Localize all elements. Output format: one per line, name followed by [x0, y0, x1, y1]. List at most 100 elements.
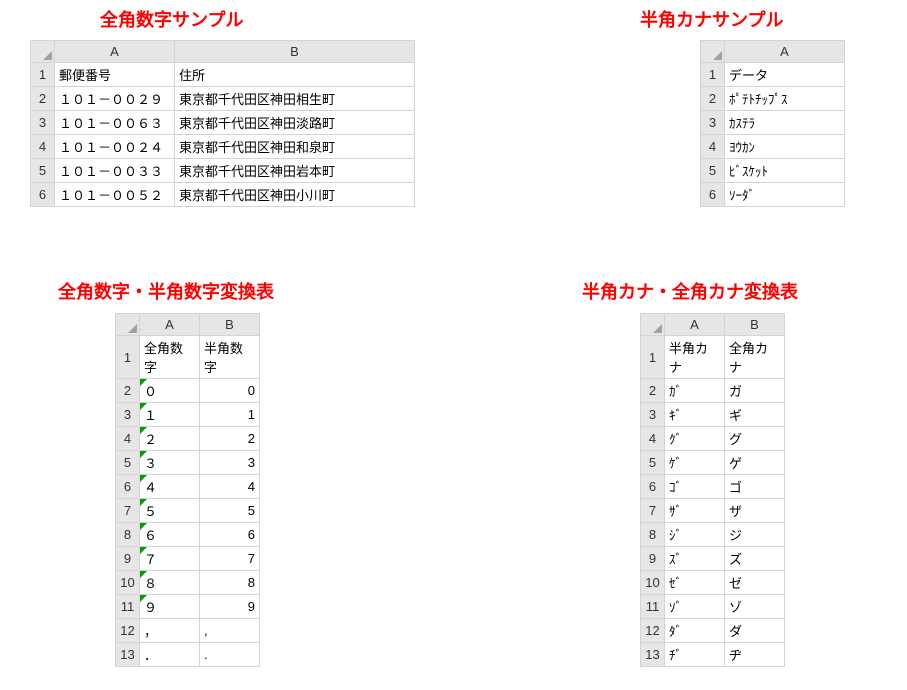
cell[interactable]: １０１－００５２ [55, 183, 175, 207]
cell[interactable]: ゴ [725, 475, 785, 499]
cell[interactable]: ﾖｳｶﾝ [725, 135, 845, 159]
row-header[interactable]: 2 [641, 379, 665, 403]
cell[interactable]: ｶｽﾃﾗ [725, 111, 845, 135]
cell[interactable]: 東京都千代田区神田岩本町 [175, 159, 415, 183]
row-header[interactable]: 1 [116, 336, 140, 379]
cell[interactable]: ザ [725, 499, 785, 523]
cell[interactable]: ３ [140, 451, 200, 475]
row-header[interactable]: 9 [116, 547, 140, 571]
cell[interactable]: ﾀﾞ [665, 619, 725, 643]
cell[interactable]: ４ [140, 475, 200, 499]
cell[interactable]: ゼ [725, 571, 785, 595]
cell[interactable]: １０１－００２４ [55, 135, 175, 159]
cell[interactable]: 1 [200, 403, 260, 427]
cell[interactable]: 8 [200, 571, 260, 595]
cell[interactable]: ０ [140, 379, 200, 403]
row-header[interactable]: 2 [116, 379, 140, 403]
cell[interactable]: ｶﾞ [665, 379, 725, 403]
row-header[interactable]: 3 [701, 111, 725, 135]
row-header[interactable]: 7 [116, 499, 140, 523]
cell[interactable]: ｼﾞ [665, 523, 725, 547]
row-header[interactable]: 12 [116, 619, 140, 643]
row-header[interactable]: 8 [641, 523, 665, 547]
cell[interactable]: ヂ [725, 643, 785, 667]
cell[interactable]: 東京都千代田区神田小川町 [175, 183, 415, 207]
select-all-corner[interactable] [116, 314, 140, 336]
cell[interactable]: ５ [140, 499, 200, 523]
cell[interactable]: 7 [200, 547, 260, 571]
cell[interactable]: 0 [200, 379, 260, 403]
cell[interactable]: ゾ [725, 595, 785, 619]
row-header[interactable]: 1 [701, 63, 725, 87]
col-header[interactable]: A [725, 41, 845, 63]
col-header[interactable]: A [140, 314, 200, 336]
select-all-corner[interactable] [641, 314, 665, 336]
cell[interactable]: ｻﾞ [665, 499, 725, 523]
cell[interactable]: ｸﾞ [665, 427, 725, 451]
cell[interactable]: ｹﾞ [665, 451, 725, 475]
cell[interactable]: 東京都千代田区神田淡路町 [175, 111, 415, 135]
row-header[interactable]: 5 [641, 451, 665, 475]
cell[interactable]: ﾁﾞ [665, 643, 725, 667]
cell[interactable]: ﾎﾟﾃﾄﾁｯﾌﾟｽ [725, 87, 845, 111]
cell[interactable]: 半角カナ [665, 336, 725, 379]
cell[interactable]: ｺﾞ [665, 475, 725, 499]
col-header[interactable]: A [55, 41, 175, 63]
cell[interactable]: ， [140, 619, 200, 643]
row-header[interactable]: 3 [31, 111, 55, 135]
row-header[interactable]: 4 [31, 135, 55, 159]
cell[interactable]: ｽﾞ [665, 547, 725, 571]
cell[interactable]: . [200, 643, 260, 667]
cell[interactable]: １０１－００２９ [55, 87, 175, 111]
col-header[interactable]: B [200, 314, 260, 336]
cell[interactable]: １ [140, 403, 200, 427]
cell[interactable]: 半角数字 [200, 336, 260, 379]
cell[interactable]: ｾﾞ [665, 571, 725, 595]
cell[interactable]: 全角数字 [140, 336, 200, 379]
cell[interactable]: １０１－００６３ [55, 111, 175, 135]
row-header[interactable]: 13 [116, 643, 140, 667]
row-header[interactable]: 2 [701, 87, 725, 111]
row-header[interactable]: 1 [31, 63, 55, 87]
cell[interactable]: ﾋﾞｽｹｯﾄ [725, 159, 845, 183]
cell[interactable]: ８ [140, 571, 200, 595]
cell[interactable]: 全角カナ [725, 336, 785, 379]
row-header[interactable]: 5 [116, 451, 140, 475]
row-header[interactable]: 2 [31, 87, 55, 111]
cell[interactable]: 3 [200, 451, 260, 475]
cell[interactable]: ガ [725, 379, 785, 403]
row-header[interactable]: 7 [641, 499, 665, 523]
cell[interactable]: グ [725, 427, 785, 451]
cell[interactable]: 4 [200, 475, 260, 499]
row-header[interactable]: 6 [701, 183, 725, 207]
row-header[interactable]: 6 [641, 475, 665, 499]
row-header[interactable]: 6 [116, 475, 140, 499]
row-header[interactable]: 1 [641, 336, 665, 379]
col-header[interactable]: A [665, 314, 725, 336]
row-header[interactable]: 12 [641, 619, 665, 643]
select-all-corner[interactable] [701, 41, 725, 63]
row-header[interactable]: 8 [116, 523, 140, 547]
row-header[interactable]: 11 [116, 595, 140, 619]
cell[interactable]: 郵便番号 [55, 63, 175, 87]
cell[interactable]: 6 [200, 523, 260, 547]
cell[interactable]: ２ [140, 427, 200, 451]
cell[interactable]: ７ [140, 547, 200, 571]
row-header[interactable]: 5 [31, 159, 55, 183]
row-header[interactable]: 4 [641, 427, 665, 451]
cell[interactable]: ジ [725, 523, 785, 547]
cell[interactable]: 5 [200, 499, 260, 523]
cell[interactable]: ． [140, 643, 200, 667]
row-header[interactable]: 9 [641, 547, 665, 571]
row-header[interactable]: 3 [116, 403, 140, 427]
cell[interactable]: ｿｰﾀﾞ [725, 183, 845, 207]
col-header[interactable]: B [175, 41, 415, 63]
row-header[interactable]: 13 [641, 643, 665, 667]
cell[interactable]: 9 [200, 595, 260, 619]
cell[interactable]: 東京都千代田区神田和泉町 [175, 135, 415, 159]
row-header[interactable]: 6 [31, 183, 55, 207]
cell[interactable]: ギ [725, 403, 785, 427]
row-header[interactable]: 10 [641, 571, 665, 595]
cell[interactable]: ｿﾞ [665, 595, 725, 619]
cell[interactable]: 2 [200, 427, 260, 451]
